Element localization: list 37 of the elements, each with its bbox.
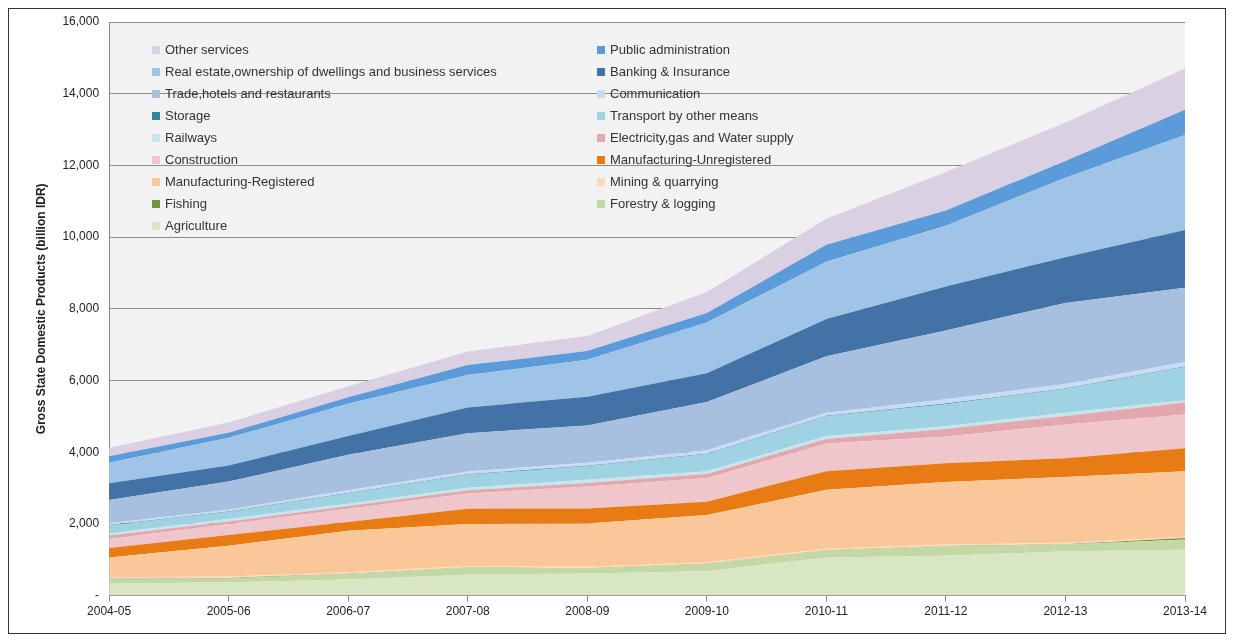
x-tick-label: 2012-13 bbox=[1043, 604, 1088, 619]
legend-label: Manufacturing-Registered bbox=[165, 174, 315, 189]
x-tick-label: 2013-14 bbox=[1162, 604, 1208, 619]
legend-label: Construction bbox=[165, 152, 238, 167]
legend-label: Electricity,gas and Water supply bbox=[610, 130, 794, 145]
x-tick-label: 2007-08 bbox=[445, 604, 491, 619]
x-tick-label: 2006-07 bbox=[326, 604, 371, 619]
y-tick-label: 10,000 bbox=[62, 229, 100, 244]
y-tick-label: 8,000 bbox=[69, 301, 100, 316]
legend-label: Mining & quarrying bbox=[610, 174, 719, 189]
legend-label: Banking & Insurance bbox=[610, 64, 730, 79]
y-tick-label: 16,000 bbox=[62, 14, 100, 29]
legend-label: Railways bbox=[165, 130, 218, 145]
legend-label: Forestry & logging bbox=[610, 196, 716, 211]
legend-label: Fishing bbox=[165, 196, 207, 211]
legend-label: Agriculture bbox=[165, 218, 228, 233]
legend-label: Public administration bbox=[610, 42, 730, 57]
y-tick-label: 12,000 bbox=[62, 157, 100, 172]
x-tick-label: 2008-09 bbox=[565, 604, 610, 619]
y-tick-label: 2,000 bbox=[69, 516, 100, 531]
x-tick-label: 2009-10 bbox=[684, 604, 730, 619]
legend-label: Other services bbox=[165, 42, 249, 57]
y-tick-label: - bbox=[95, 587, 100, 602]
legend-label: Real estate,ownership of dwellings and business services bbox=[165, 64, 497, 79]
legend-label: Manufacturing-Unregistered bbox=[610, 152, 772, 167]
legend-label: Communication bbox=[610, 86, 701, 101]
y-tick-label: 4,000 bbox=[69, 444, 100, 459]
y-tick-label: 14,000 bbox=[62, 86, 100, 101]
legend-label: Transport by other means bbox=[610, 108, 759, 123]
x-tick-label: 2011-12 bbox=[924, 604, 968, 619]
x-tick-label: 2010-11 bbox=[804, 604, 849, 619]
x-tick-label: 2004-05 bbox=[87, 604, 132, 619]
y-axis-title: Gross State Domestic Products (billion IDR) bbox=[33, 183, 48, 435]
x-tick-label: 2005-06 bbox=[206, 604, 251, 619]
legend-label: Trade,hotels and restaurants bbox=[165, 86, 331, 101]
legend-label: Storage bbox=[165, 108, 211, 123]
y-tick-label: 6,000 bbox=[69, 372, 100, 387]
